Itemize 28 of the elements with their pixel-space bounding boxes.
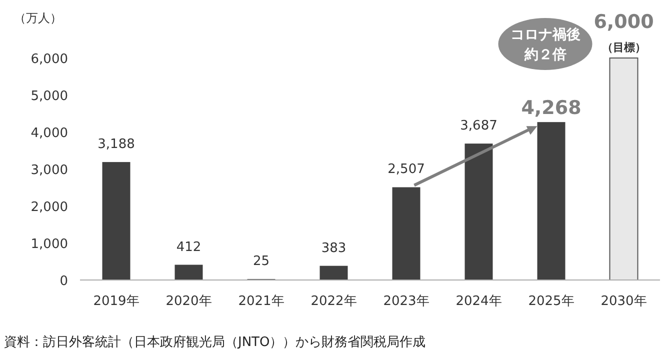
annotation: （目標） — [602, 41, 646, 54]
text: 資料：訪日外客統計（日本政府観光局（JNTO））から財務省関税局作成 — [4, 334, 426, 350]
y-tick-label: 0 — [60, 274, 68, 289]
x-tick-label: 2020年 — [166, 294, 212, 309]
x-tick-label: 2024年 — [456, 294, 502, 309]
data-label: 4,268 — [521, 97, 582, 120]
y-axis-title: （万人） — [14, 11, 62, 25]
data-label: 412 — [176, 240, 202, 255]
data-label: 3,687 — [460, 118, 498, 134]
x-tick-label: 2019年 — [93, 294, 140, 309]
data-label: 383 — [321, 240, 346, 256]
text: コロナ禍後 — [510, 26, 580, 43]
y-tick-label: 1,000 — [30, 237, 68, 252]
x-tick-label: 2025年 — [528, 294, 574, 309]
data-label: 6,000 — [594, 11, 654, 33]
x-tick-label: 2021年 — [238, 294, 284, 309]
y-tick-label: 6,000 — [30, 52, 68, 67]
data-label: 2,507 — [388, 162, 425, 178]
data-label: 3,188 — [98, 137, 135, 152]
y-tick-label: 3,000 — [30, 163, 68, 178]
x-tick-label: 2022年 — [310, 294, 357, 309]
y-tick-label: 5,000 — [30, 89, 68, 104]
y-tick-label: 2,000 — [30, 200, 68, 215]
annotation: 約２倍 — [523, 46, 566, 63]
x-tick-label: 2023年 — [383, 294, 430, 309]
y-tick-label: 4,000 — [30, 126, 68, 141]
x-tick-label: 2030年 — [600, 294, 647, 309]
data-label: 25 — [252, 254, 270, 270]
